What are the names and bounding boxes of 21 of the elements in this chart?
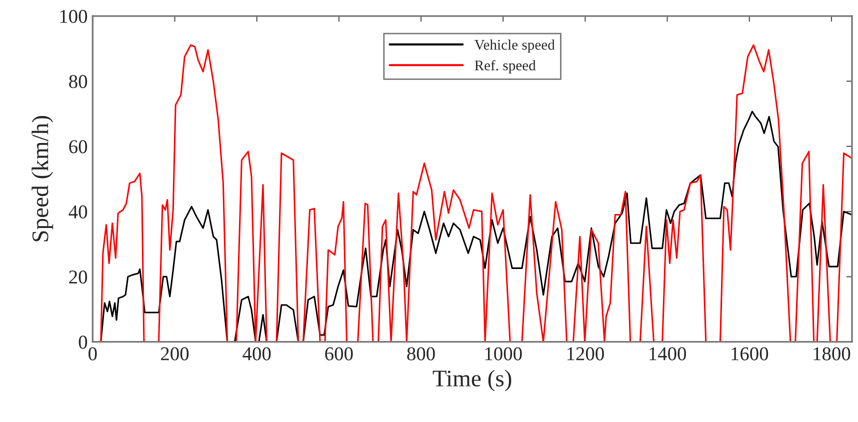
x-tick-label: 400: [242, 347, 271, 360]
line-series: [100, 110, 852, 342]
y-tick-label: 80: [69, 75, 88, 88]
y-tick-label: 100: [60, 10, 88, 23]
x-tick-label: 1000: [485, 347, 522, 360]
x-tick-label: 800: [407, 347, 435, 360]
x-tick-label: 600: [325, 347, 353, 360]
x-tick-label: 0: [88, 347, 97, 360]
x-tick-label: 1400: [650, 347, 686, 360]
y-tick-label: 60: [69, 140, 88, 154]
y-tick-label: 0: [78, 336, 88, 349]
y-axis-title: Speed (km/h): [32, 116, 54, 242]
x-tick-label: 1800: [814, 347, 850, 360]
y-tick-label: 20: [69, 270, 88, 284]
x-tick-label: 1600: [732, 347, 768, 360]
legend-label: Ref. speed: [474, 60, 536, 74]
x-tick-label: 1200: [567, 347, 604, 360]
x-axis-title: Time (s): [432, 370, 512, 392]
y-tick-label: 40: [68, 205, 88, 218]
x-tick-label: 200: [161, 347, 189, 360]
legend-label: Vehicle speed: [474, 39, 555, 53]
